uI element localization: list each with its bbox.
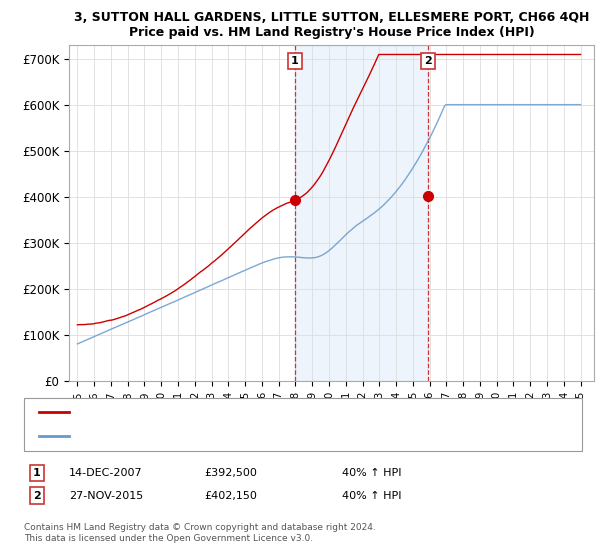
- Title: 3, SUTTON HALL GARDENS, LITTLE SUTTON, ELLESMERE PORT, CH66 4QH
Price paid vs. H: 3, SUTTON HALL GARDENS, LITTLE SUTTON, E…: [74, 11, 589, 39]
- Text: 1: 1: [291, 56, 298, 66]
- Text: 2: 2: [33, 491, 41, 501]
- Text: 40% ↑ HPI: 40% ↑ HPI: [342, 468, 401, 478]
- Text: 1: 1: [33, 468, 41, 478]
- Bar: [295, 45, 428, 381]
- Text: 27-NOV-2015: 27-NOV-2015: [69, 491, 143, 501]
- Text: £402,150: £402,150: [204, 491, 257, 501]
- Text: HPI: Average price, detached house, Cheshire West and Chester: HPI: Average price, detached house, Ches…: [75, 431, 389, 441]
- Text: £392,500: £392,500: [204, 468, 257, 478]
- Text: 3, SUTTON HALL GARDENS, LITTLE SUTTON, ELLESMERE PORT, CH66 4QH (detached hou: 3, SUTTON HALL GARDENS, LITTLE SUTTON, E…: [75, 408, 511, 418]
- Text: 14-DEC-2007: 14-DEC-2007: [69, 468, 143, 478]
- Text: 40% ↑ HPI: 40% ↑ HPI: [342, 491, 401, 501]
- Text: 2: 2: [424, 56, 432, 66]
- Text: Contains HM Land Registry data © Crown copyright and database right 2024.
This d: Contains HM Land Registry data © Crown c…: [24, 524, 376, 543]
